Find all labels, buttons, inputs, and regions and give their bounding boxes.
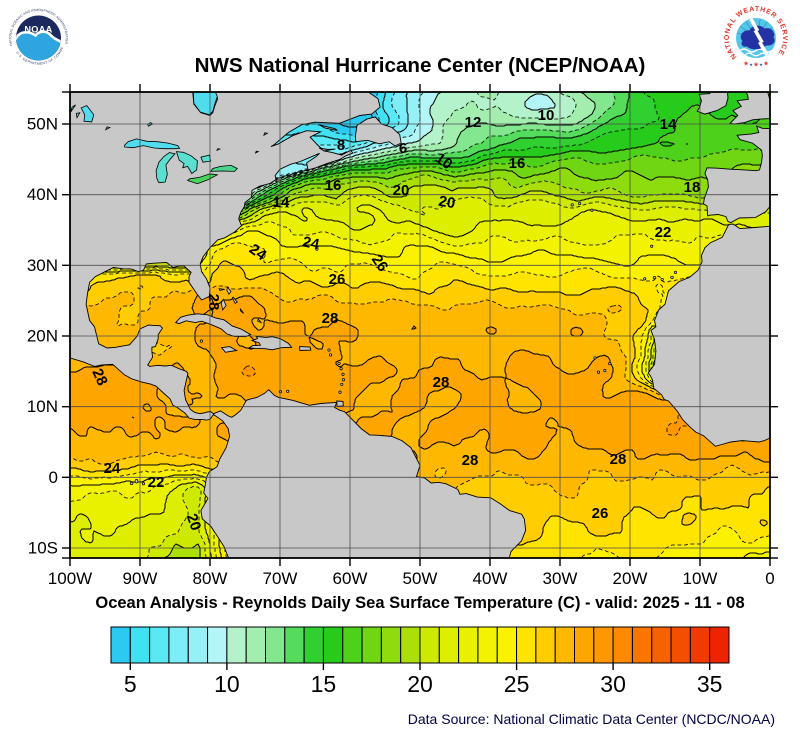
svg-text:10S: 10S [28,539,58,558]
svg-text:15: 15 [311,671,337,697]
svg-text:80W: 80W [193,569,228,588]
svg-text:28: 28 [205,294,222,311]
svg-text:28: 28 [322,310,339,327]
svg-text:NOAA: NOAA [24,25,52,35]
svg-text:22: 22 [148,474,165,491]
svg-text:14: 14 [273,194,290,211]
svg-text:5: 5 [124,671,137,697]
svg-text:24: 24 [301,233,321,253]
svg-text:22: 22 [655,224,672,241]
svg-text:16: 16 [509,155,526,172]
svg-text:★: ★ [753,61,759,69]
svg-text:10N: 10N [27,397,58,416]
svg-text:★: ★ [749,62,753,67]
svg-text:20: 20 [437,193,456,213]
svg-text:10: 10 [214,671,240,697]
svg-text:30N: 30N [27,256,58,275]
svg-text:Ocean Analysis - Reynolds Dail: Ocean Analysis - Reynolds Daily Sea Surf… [95,594,744,612]
svg-text:25: 25 [504,671,530,697]
svg-text:0: 0 [765,569,774,588]
svg-text:★: ★ [743,60,749,68]
svg-text:16: 16 [325,177,342,194]
svg-text:NWS National Hurricane Center: NWS National Hurricane Center (NCEP/NOAA… [195,54,646,77]
svg-text:50W: 50W [403,569,438,588]
svg-text:26: 26 [368,252,391,275]
svg-text:12: 12 [465,114,482,131]
svg-text:20: 20 [393,182,410,199]
svg-text:★: ★ [759,62,763,67]
svg-text:24: 24 [104,460,121,477]
svg-text:28: 28 [88,366,110,388]
svg-text:Data Source: National Climatic: Data Source: National Climatic Data Cent… [408,711,775,727]
svg-text:10: 10 [538,107,555,124]
svg-text:8: 8 [337,137,345,154]
svg-text:6: 6 [399,140,407,157]
svg-text:30: 30 [600,671,626,697]
svg-text:90W: 90W [123,569,158,588]
svg-text:100W: 100W [48,569,92,588]
svg-text:10W: 10W [683,569,718,588]
svg-text:35: 35 [697,671,723,697]
svg-text:40W: 40W [473,569,508,588]
svg-text:20: 20 [183,511,205,532]
svg-text:60W: 60W [333,569,368,588]
svg-text:28: 28 [462,452,479,469]
svg-text:20N: 20N [27,327,58,346]
svg-text:20W: 20W [613,569,648,588]
svg-text:40N: 40N [27,185,58,204]
svg-text:20: 20 [407,671,433,697]
svg-text:18: 18 [684,179,701,196]
svg-text:28: 28 [610,451,627,468]
svg-text:14: 14 [660,116,677,133]
svg-text:0: 0 [49,468,58,487]
svg-text:70W: 70W [263,569,298,588]
svg-text:★: ★ [763,60,769,68]
svg-text:50N: 50N [27,115,58,134]
svg-text:26: 26 [329,271,346,288]
svg-text:28: 28 [433,374,450,391]
svg-text:10: 10 [432,150,455,173]
svg-text:30W: 30W [543,569,578,588]
svg-text:26: 26 [592,505,609,522]
